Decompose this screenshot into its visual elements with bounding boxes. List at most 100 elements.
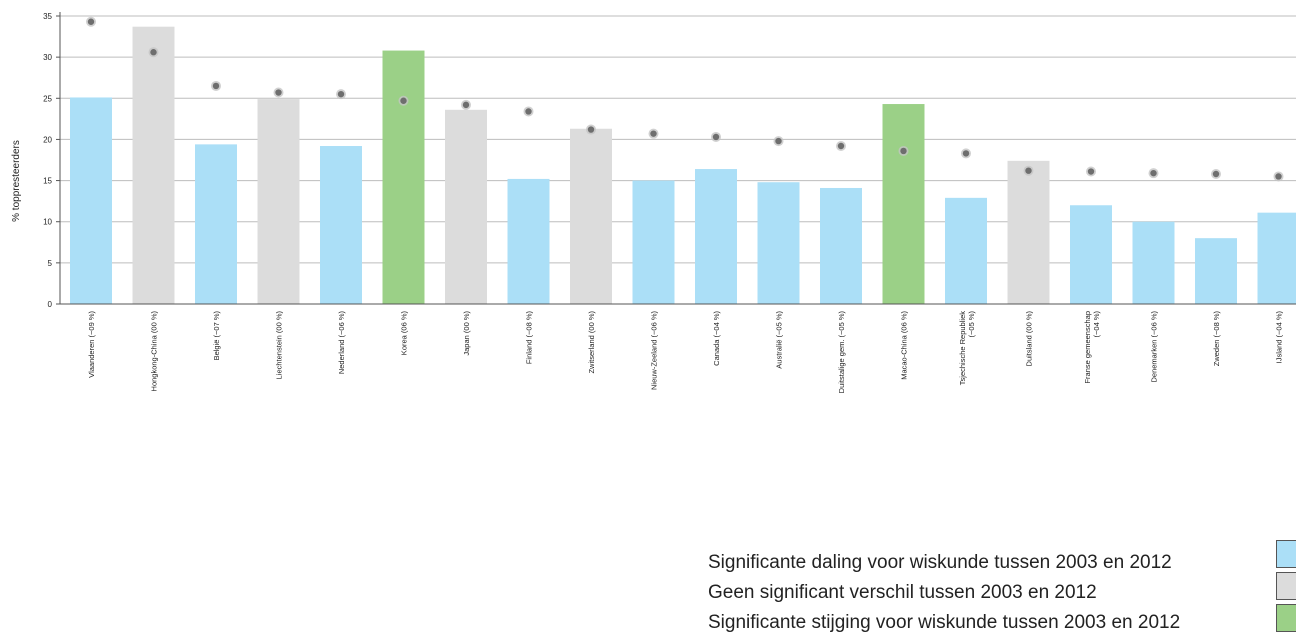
marker	[1211, 168, 1221, 179]
x-tick-label: Nieuw-Zeeland (−06 %)	[650, 311, 659, 390]
x-tick-label-line: Nederland (−06 %)	[337, 311, 346, 375]
marker	[586, 124, 596, 135]
marker	[898, 145, 909, 156]
x-tick-label-line: Canada (−04 %)	[712, 311, 721, 366]
bar	[820, 187, 862, 304]
y-tick-label: 10	[43, 218, 52, 227]
x-axis-labels: Vlaanderen (−09 %) Hongkong-China (00 %) B…	[87, 310, 1284, 393]
marker-dot	[87, 18, 95, 25]
marker-dot	[650, 130, 657, 137]
marker	[398, 95, 409, 106]
x-tick-label: Franse gemeenschap(−04 %)	[1083, 311, 1101, 384]
marker-dot	[400, 97, 407, 104]
x-tick-label: Denemarken (−06 %)	[1150, 311, 1159, 383]
x-tick-label: Nederland (−06 %)	[337, 311, 346, 375]
marker	[86, 16, 96, 27]
legend-item-no-change: Geen significant verschil tussen 2003 en…	[708, 578, 1180, 608]
bar	[1257, 212, 1296, 304]
x-tick-label-line: Denemarken (−06 %)	[1150, 311, 1159, 383]
x-tick-label-line: Macao-China (06 %)	[900, 311, 909, 380]
y-tick-label: 20	[43, 135, 52, 144]
marker	[273, 87, 284, 98]
marker-dot	[837, 142, 845, 150]
marker	[1023, 165, 1034, 176]
x-tick-label: Tsjechische Republiek(−05 %)	[958, 311, 976, 386]
x-tick-label-line: Hongkong-China (00 %)	[150, 311, 159, 392]
x-tick-label-line: IJsland (−04 %)	[1275, 311, 1284, 364]
marker-dot	[1150, 169, 1157, 177]
x-tick-label-line: Tsjechische Republiek	[958, 311, 967, 385]
marker	[1273, 171, 1284, 182]
x-tick-label: Canada (−04 %)	[712, 311, 721, 366]
bar	[257, 99, 300, 304]
bar	[382, 50, 425, 305]
bar	[757, 182, 800, 304]
bar	[132, 26, 175, 304]
marker-dot	[150, 49, 157, 56]
bar	[695, 169, 737, 304]
marker	[648, 128, 659, 139]
legend-swatch-decline	[1276, 540, 1296, 568]
bar	[1132, 221, 1175, 304]
marker	[211, 80, 221, 91]
bar	[945, 197, 987, 304]
marker-dot	[1025, 167, 1032, 174]
marker	[148, 47, 159, 58]
marker-dot	[1275, 173, 1282, 180]
marker	[1148, 168, 1159, 179]
bar	[1007, 160, 1050, 304]
legend-label: Geen significant verschil tussen 2003 en…	[708, 582, 1097, 603]
marker-dot	[962, 150, 970, 157]
x-tick-label-line: België (−07 %)	[212, 311, 221, 361]
legend-label: Significante stijging voor wiskunde tuss…	[708, 612, 1181, 633]
x-tick-label: Zweden (−08 %)	[1212, 311, 1221, 367]
marker-dot	[212, 82, 220, 90]
legend-label: Significante daling voor wiskunde tussen…	[708, 552, 1172, 573]
y-axis-label: % toppresteerders	[11, 140, 22, 222]
x-tick-label-line: (−05 %)	[967, 311, 976, 338]
marker	[523, 106, 534, 117]
x-tick-label: Japan (00 %)	[462, 310, 471, 355]
x-tick-label: Macao-China (06 %)	[900, 311, 909, 380]
marker	[711, 131, 721, 142]
x-tick-label-line: (−04 %)	[1092, 311, 1101, 338]
marker	[461, 99, 471, 110]
x-tick-label-line: Japan (00 %)	[462, 310, 471, 355]
bar	[70, 97, 112, 304]
marker-dot	[587, 126, 595, 133]
x-tick-label: Zwitserland (00 %)	[587, 311, 596, 374]
x-tick-label: Vlaanderen (−09 %)	[87, 311, 96, 378]
marker	[961, 148, 971, 159]
y-tick-label: 25	[43, 94, 52, 103]
x-tick-label: Australië (−05 %)	[775, 310, 784, 368]
y-tick-label: 35	[43, 12, 52, 21]
x-tick-label: Duitsland (00 %)	[1025, 311, 1034, 367]
bar	[445, 109, 487, 304]
x-tick-label-line: Korea (06 %)	[400, 310, 409, 355]
marker-dot	[525, 108, 532, 115]
x-tick-label: Hongkong-China (00 %)	[150, 311, 159, 392]
marker-dot	[775, 137, 782, 145]
legend-item-decline: Significante daling voor wiskunde tussen…	[708, 548, 1180, 578]
bar	[570, 128, 612, 304]
x-tick-label: IJsland (−04 %)	[1275, 311, 1284, 364]
bar-chart: 0 5 10 15 20 25 30 35 % toppresteerders Vlaande…	[11, 12, 1296, 393]
legend-swatch-no-change	[1276, 572, 1296, 600]
marker-dot	[712, 133, 720, 141]
marker	[1086, 166, 1096, 177]
x-tick-label-line: Liechtenstein (00 %)	[275, 311, 284, 380]
x-tick-label-line: Franse gemeenschap	[1083, 311, 1092, 384]
bar	[195, 144, 237, 304]
bar	[507, 178, 550, 304]
y-tick-label: 5	[48, 259, 53, 268]
y-tick-label: 15	[43, 177, 52, 186]
marker-dot	[337, 90, 345, 98]
marker	[836, 141, 846, 152]
y-tick-label: 30	[43, 53, 52, 62]
bars	[70, 26, 1296, 305]
x-tick-label-line: Zweden (−08 %)	[1212, 311, 1221, 367]
x-tick-label: Liechtenstein (00 %)	[275, 311, 284, 380]
x-tick-label-line: Duitsland (00 %)	[1025, 311, 1034, 367]
x-tick-label-line: Vlaanderen (−09 %)	[87, 311, 96, 378]
bar	[1070, 205, 1112, 304]
